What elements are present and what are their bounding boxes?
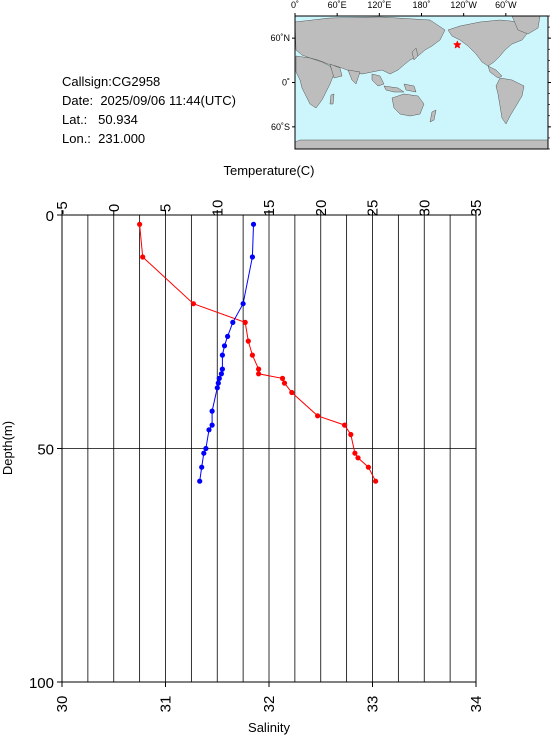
map-lon-label: 180˚ xyxy=(412,0,430,10)
salinity-tick-label: 32 xyxy=(261,696,278,713)
depth-tick-label: 0 xyxy=(46,208,54,225)
salinity-point xyxy=(221,343,228,349)
depth-axis-label: Depth(m) xyxy=(0,421,15,475)
salinity-series xyxy=(197,221,257,484)
temperature-tick-label: 5 xyxy=(158,204,175,212)
temperature-point xyxy=(190,301,196,307)
salinity-tick-label: 33 xyxy=(365,696,382,713)
temperature-axis-label: Temperature(C) xyxy=(223,163,314,178)
salinity-point xyxy=(219,352,225,358)
temperature-point xyxy=(256,371,262,377)
salinity-tick-label: 30 xyxy=(54,696,71,713)
salinity-point xyxy=(201,450,207,456)
temperature-point xyxy=(245,338,251,344)
temperature-point xyxy=(279,375,286,381)
callsign-value: CG2958 xyxy=(111,74,161,89)
lat-value: 50.934 xyxy=(98,112,138,127)
map-ticks: 0˚ 60˚E 120˚E 180˚ 120˚W 60˚W 60˚N 0˚ 60˚S xyxy=(270,0,551,150)
temperature-point xyxy=(365,464,371,470)
salinity-point xyxy=(219,366,225,372)
temperature-line xyxy=(139,224,377,482)
salinity-point xyxy=(225,333,231,339)
salinity-axis-label: Salinity xyxy=(248,720,290,735)
temperature-point xyxy=(348,431,354,438)
temperature-point xyxy=(249,352,255,358)
map-lat-label: 60˚N xyxy=(270,33,290,43)
date-row: Date: 2025/09/06 11:44(UTC) xyxy=(62,91,236,110)
salinity-point xyxy=(209,422,215,428)
salinity-point xyxy=(250,221,257,227)
temperature-tick-label: 25 xyxy=(365,200,382,217)
map-lon-label: 60˚W xyxy=(495,0,517,10)
salinity-point xyxy=(216,375,222,381)
lat-label: Lat.: xyxy=(62,112,88,127)
lon-value: 231.000 xyxy=(98,131,146,146)
salinity-point xyxy=(209,408,215,414)
station-star-icon xyxy=(452,40,462,49)
temperature-point xyxy=(256,366,262,372)
temperature-point xyxy=(242,319,248,325)
salinity-tick-label: 31 xyxy=(158,696,175,713)
map-lon-label: 120˚E xyxy=(367,0,391,10)
map-land xyxy=(294,15,549,150)
temperature-point xyxy=(342,422,348,428)
lon-row: Lon.: 231.000 xyxy=(62,129,236,148)
temperature-tick-label: 30 xyxy=(416,200,433,217)
map-lon-label: 0˚ xyxy=(291,0,299,10)
temperature-point xyxy=(315,413,321,419)
temperature-tick-label: 0 xyxy=(106,204,123,212)
temperature-series xyxy=(137,221,379,484)
temperature-tick-label: 15 xyxy=(261,200,278,217)
temperature-point xyxy=(289,389,295,396)
lat-row: Lat.: 50.934 xyxy=(62,110,236,129)
map-lat-label: 60˚S xyxy=(271,122,290,132)
temperature-point xyxy=(137,221,143,227)
depth-tick-label: 50 xyxy=(37,442,54,459)
salinity-point xyxy=(214,385,220,391)
salinity-point xyxy=(199,464,205,470)
salinity-point xyxy=(215,380,221,386)
temperature-point xyxy=(355,455,361,461)
temperature-point xyxy=(281,380,288,386)
date-value: 2025/09/06 11:44(UTC) xyxy=(100,93,236,108)
salinity-point xyxy=(218,371,224,377)
salinity-point xyxy=(197,478,203,484)
lon-label: Lon.: xyxy=(62,131,91,146)
station-marker xyxy=(452,40,462,49)
date-label: Date: xyxy=(62,93,94,108)
callsign-label: Callsign: xyxy=(62,74,112,89)
temperature-tick-label: 35 xyxy=(468,200,485,217)
salinity-point xyxy=(240,301,246,307)
series-layer xyxy=(137,221,379,484)
map-lon-label: 60˚E xyxy=(328,0,347,10)
map-lat-label: 0˚ xyxy=(282,78,290,88)
depth-tick-label: 100 xyxy=(29,675,54,692)
station-info: Callsign:CG2958 Date: 2025/09/06 11:44(U… xyxy=(62,72,236,148)
temperature-tick-label: 20 xyxy=(313,200,330,217)
salinity-tick-label: 34 xyxy=(468,696,485,713)
salinity-point xyxy=(249,254,255,260)
salinity-line xyxy=(199,224,254,482)
salinity-point xyxy=(230,319,236,325)
temperature-point xyxy=(352,450,358,456)
temperature-point xyxy=(140,254,146,260)
salinity-point xyxy=(203,445,209,452)
temperature-tick-label: -5 xyxy=(54,201,71,214)
salinity-point xyxy=(206,427,212,433)
chart-grid xyxy=(62,215,476,682)
map-lon-label: 120˚W xyxy=(450,0,477,10)
callsign-row: Callsign:CG2958 xyxy=(62,72,236,91)
temperature-tick-label: 10 xyxy=(209,200,226,217)
temperature-point xyxy=(373,478,379,484)
